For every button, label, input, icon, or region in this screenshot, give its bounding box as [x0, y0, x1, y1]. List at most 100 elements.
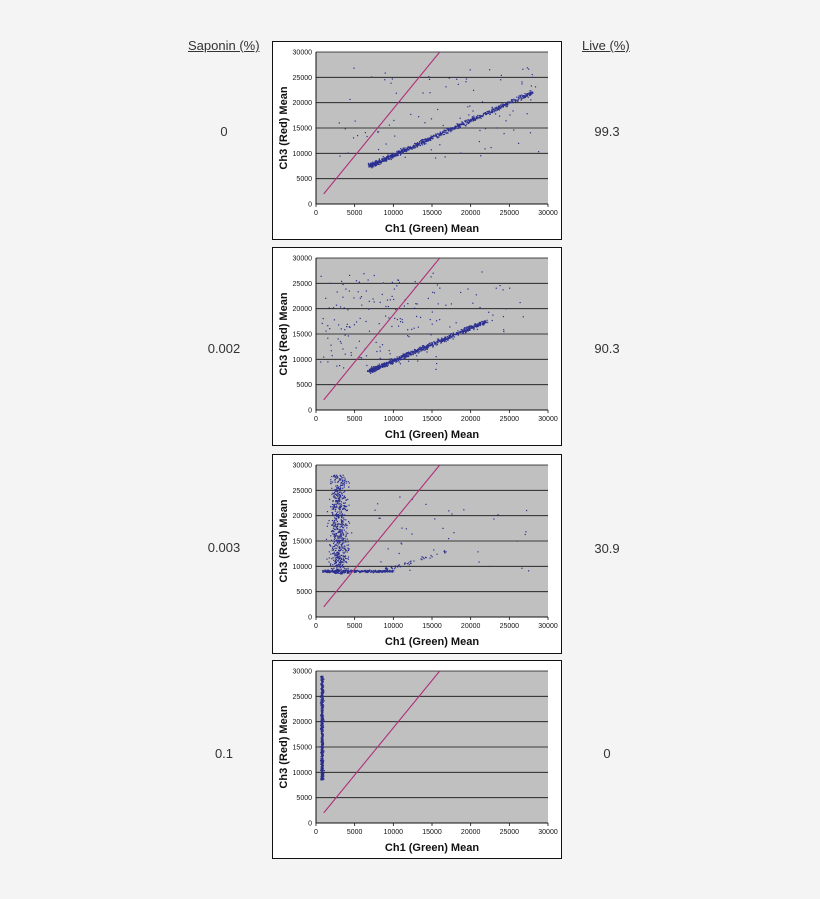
- data-point: [320, 766, 323, 769]
- data-point: [375, 162, 377, 164]
- data-point: [374, 162, 376, 164]
- data-point: [530, 94, 532, 96]
- data-point: [388, 157, 391, 160]
- data-point: [467, 327, 470, 329]
- data-point: [393, 358, 396, 360]
- data-point: [433, 135, 435, 137]
- data-point: [449, 337, 451, 339]
- data-point: [383, 159, 385, 162]
- data-point: [333, 551, 335, 553]
- data-point: [335, 522, 337, 524]
- data-point: [338, 497, 341, 499]
- data-point: [334, 557, 336, 559]
- data-point: [415, 315, 418, 318]
- data-point: [491, 109, 493, 112]
- data-point: [377, 368, 379, 370]
- data-point: [368, 368, 371, 370]
- data-point: [411, 533, 413, 535]
- data-point: [346, 538, 348, 540]
- data-point: [481, 320, 483, 323]
- data-point: [338, 566, 340, 568]
- data-point: [337, 486, 339, 488]
- data-point: [337, 537, 339, 539]
- data-point: [476, 115, 478, 118]
- data-point: [321, 733, 324, 735]
- data-point: [323, 778, 325, 780]
- data-point: [386, 156, 388, 158]
- data-point: [408, 564, 410, 566]
- data-point: [342, 531, 344, 534]
- data-point: [320, 728, 322, 731]
- data-point: [457, 126, 460, 128]
- data-point: [338, 549, 340, 551]
- data-point: [450, 337, 452, 339]
- data-point: [319, 702, 322, 704]
- data-point: [348, 548, 350, 550]
- data-point: [390, 570, 392, 572]
- data-point: [348, 571, 350, 574]
- data-point: [428, 138, 430, 140]
- data-point: [415, 351, 417, 353]
- data-point: [332, 500, 334, 502]
- data-point: [336, 491, 338, 493]
- data-point: [410, 354, 412, 356]
- data-point: [435, 320, 438, 322]
- data-point: [331, 549, 333, 551]
- data-point: [466, 123, 468, 125]
- data-point: [335, 532, 337, 535]
- data-point: [475, 325, 477, 327]
- data-point: [334, 493, 336, 495]
- data-point: [335, 564, 337, 567]
- data-point: [321, 712, 323, 714]
- data-point: [462, 123, 465, 125]
- data-point: [321, 745, 324, 747]
- data-point: [321, 711, 323, 713]
- data-point: [412, 147, 414, 149]
- data-point: [368, 308, 370, 310]
- data-point: [339, 340, 341, 343]
- data-point: [336, 490, 339, 492]
- data-point: [334, 534, 336, 536]
- data-point: [321, 698, 323, 700]
- data-point: [335, 476, 337, 479]
- data-point: [391, 295, 393, 298]
- x-tick-label: 10000: [384, 623, 404, 630]
- data-point: [337, 558, 340, 560]
- data-point: [474, 324, 476, 326]
- data-point: [333, 571, 335, 573]
- data-point: [335, 571, 337, 573]
- data-point: [338, 496, 340, 499]
- data-point: [448, 128, 450, 130]
- data-point: [322, 742, 324, 744]
- data-point: [343, 529, 345, 531]
- data-point: [395, 360, 398, 362]
- data-point: [451, 334, 454, 336]
- data-point: [406, 353, 409, 355]
- data-point: [353, 324, 355, 326]
- data-point: [530, 99, 532, 101]
- data-point: [444, 339, 446, 341]
- data-point: [343, 542, 345, 544]
- data-point: [342, 483, 344, 485]
- data-point: [325, 538, 328, 540]
- data-point: [477, 114, 479, 117]
- data-point: [532, 91, 534, 93]
- data-point: [330, 567, 333, 570]
- data-point: [336, 555, 338, 557]
- data-point: [374, 164, 377, 167]
- data-point: [438, 134, 440, 136]
- data-point: [422, 556, 424, 559]
- data-point: [342, 550, 344, 552]
- data-point: [336, 547, 338, 549]
- x-tick-label: 10000: [384, 829, 404, 836]
- data-point: [530, 90, 532, 92]
- y-tick-label: 10000: [293, 357, 313, 364]
- data-point: [340, 529, 343, 531]
- data-point: [455, 322, 457, 324]
- data-point: [332, 523, 334, 526]
- data-point: [379, 161, 381, 163]
- data-point: [321, 726, 323, 728]
- data-point: [338, 570, 341, 572]
- data-point: [322, 724, 324, 726]
- data-point: [340, 503, 342, 505]
